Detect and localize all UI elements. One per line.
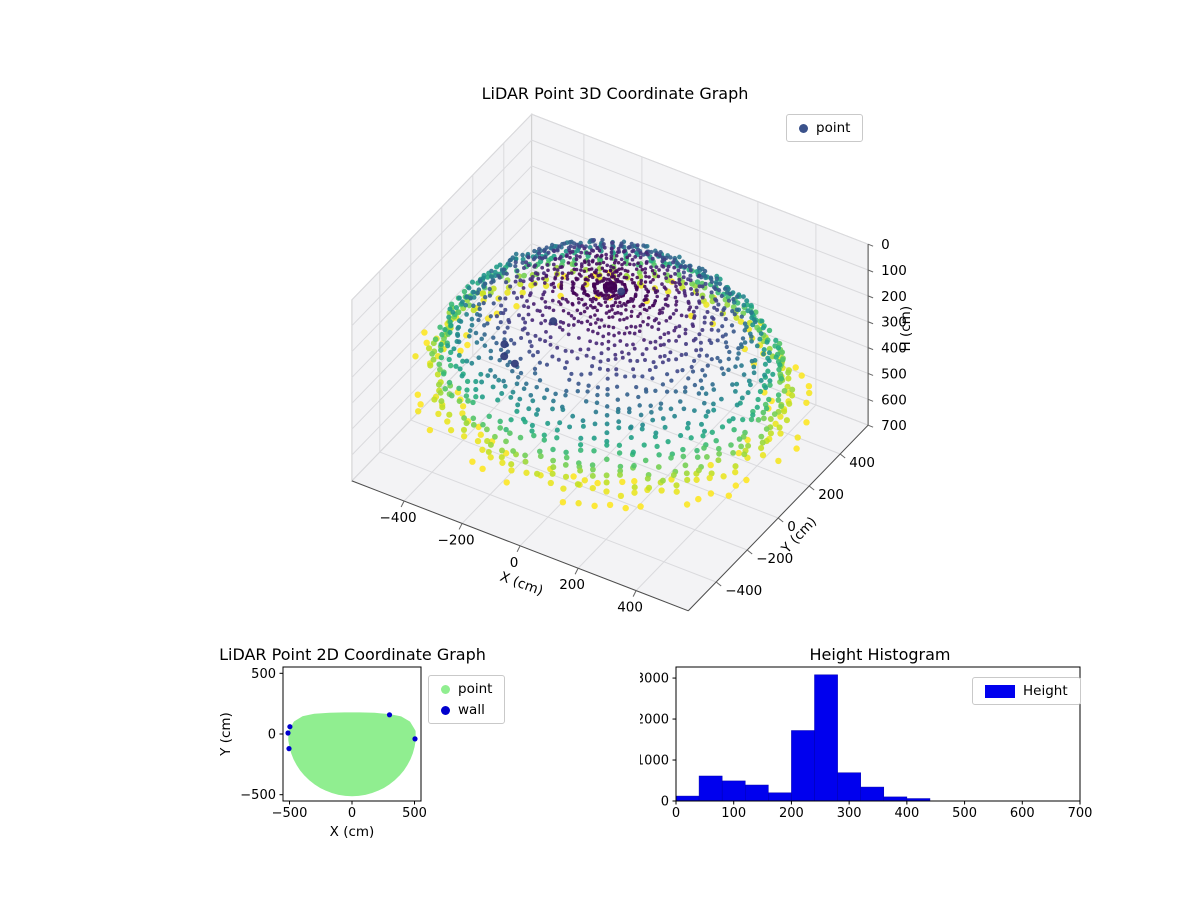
svg-text:0: 0	[881, 237, 890, 253]
svg-text:400: 400	[617, 600, 643, 616]
point-region	[288, 712, 416, 797]
svg-text:200: 200	[881, 289, 907, 305]
svg-text:X (cm): X (cm)	[330, 824, 375, 840]
svg-text:−500: −500	[240, 788, 276, 803]
wall-marker-icon	[441, 705, 450, 715]
svg-text:100: 100	[721, 806, 746, 821]
svg-text:500: 500	[251, 667, 276, 682]
wall-points-2d	[285, 712, 418, 752]
point-marker-icon	[441, 684, 450, 694]
svg-text:−200: −200	[756, 551, 793, 567]
legend-entry-wall: wall	[441, 702, 492, 718]
svg-text:3000: 3000	[640, 672, 669, 687]
svg-text:0: 0	[510, 555, 519, 571]
svg-text:Y (cm): Y (cm)	[778, 514, 820, 558]
legend-label-height: Height	[1023, 683, 1068, 699]
svg-text:300: 300	[881, 315, 907, 331]
3d-scatter-plot: −400 −200 0 200 400 −400 −200 0 200 400 0 100 200 300…	[351, 112, 915, 616]
svg-text:300: 300	[837, 806, 862, 821]
svg-text:700: 700	[881, 418, 907, 434]
svg-text:700: 700	[1068, 806, 1093, 821]
svg-text:0: 0	[672, 806, 680, 821]
svg-text:200: 200	[559, 577, 585, 593]
svg-text:X (cm): X (cm)	[498, 569, 545, 599]
svg-text:200: 200	[818, 487, 844, 503]
height-swatch-icon	[985, 684, 1015, 698]
legend-label-point: point	[816, 120, 851, 136]
legend-label-point: point	[458, 681, 493, 697]
axes-frame: −500 0 500 −500 0 500 X (cm) Y (cm)	[218, 666, 427, 840]
bars	[675, 674, 931, 802]
axes-frame: 0 100 200 300 400 500 600 700 0 1000 2000 3000	[640, 666, 1093, 821]
svg-text:0: 0	[661, 795, 669, 810]
tick-labels: −400 −200 0 200 400 −400 −200 0 200 400 0 100 200 300…	[380, 237, 915, 615]
svg-text:0: 0	[787, 519, 796, 535]
svg-text:500: 500	[881, 366, 907, 382]
svg-text:200: 200	[779, 806, 804, 821]
legend-entry-point: point	[441, 681, 492, 697]
height-histogram-plot: 0 100 200 300 400 500 600 700 0 1000 2000 3000	[640, 666, 1093, 821]
chart-2d-title: LiDAR Point 2D Coordinate Graph	[219, 645, 486, 664]
chart-3d-title: LiDAR Point 3D Coordinate Graph	[481, 84, 749, 103]
histogram-title: Height Histogram	[809, 645, 951, 664]
svg-text:600: 600	[1010, 806, 1035, 821]
svg-text:500: 500	[952, 806, 977, 821]
svg-text:−400: −400	[380, 510, 417, 526]
svg-text:−200: −200	[438, 532, 475, 548]
svg-text:600: 600	[881, 392, 907, 408]
legend-entry-height: Height	[985, 683, 1068, 699]
svg-text:400: 400	[894, 806, 919, 821]
svg-text:−500: −500	[272, 806, 308, 821]
svg-text:0: 0	[348, 806, 356, 821]
svg-text:400: 400	[849, 455, 875, 471]
legend-entry-point: point	[799, 120, 850, 136]
svg-text:2000: 2000	[640, 713, 669, 728]
svg-text:−400: −400	[725, 583, 762, 599]
wall-points-3d	[500, 287, 626, 368]
2d-scatter-plot: −500 0 500 −500 0 500 X (cm) Y (cm)	[218, 666, 427, 840]
svg-text:500: 500	[402, 806, 427, 821]
svg-text:0: 0	[268, 728, 276, 743]
legend-3d: point	[786, 114, 864, 142]
svg-text:100: 100	[881, 263, 907, 279]
svg-text:400: 400	[881, 341, 907, 357]
legend-histogram: Height	[972, 677, 1081, 705]
point-marker-icon	[799, 123, 808, 133]
legend-label-wall: wall	[458, 702, 485, 718]
svg-text:Y (cm): Y (cm)	[218, 712, 234, 757]
point-cloud	[412, 237, 813, 512]
legend-2d: point wall	[428, 675, 506, 724]
svg-text:H (cm): H (cm)	[898, 306, 914, 352]
svg-text:1000: 1000	[640, 754, 669, 769]
